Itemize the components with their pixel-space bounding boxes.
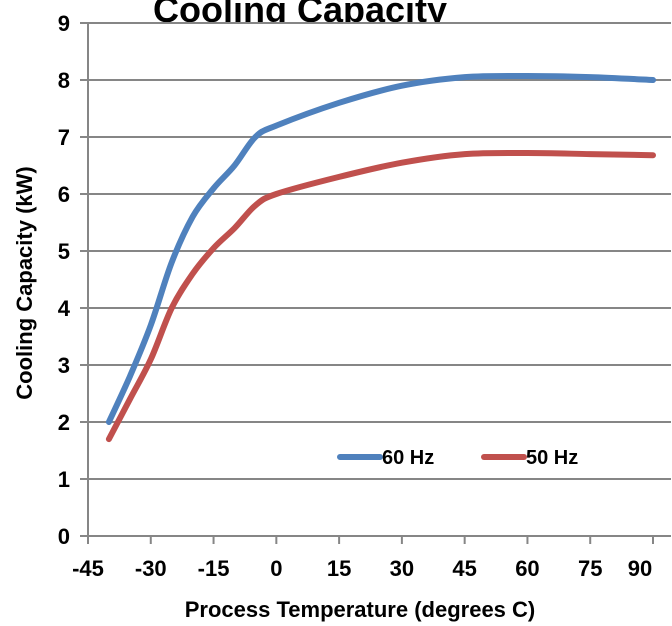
x-tick-label: 75 bbox=[578, 556, 602, 581]
x-tick-label: -15 bbox=[198, 556, 230, 581]
series-lines bbox=[105, 72, 656, 443]
x-tick-label: 15 bbox=[327, 556, 351, 581]
y-tick-label: 7 bbox=[58, 125, 70, 150]
y-tick-label: 9 bbox=[58, 11, 70, 36]
chart-title: Cooling Capacity bbox=[153, 0, 447, 30]
x-tick-label: 0 bbox=[270, 556, 282, 581]
series-line-1 bbox=[105, 72, 656, 425]
y-tick-label: 8 bbox=[58, 68, 70, 93]
y-tick-label: 5 bbox=[58, 239, 70, 264]
x-axis-title: Process Temperature (degrees C) bbox=[185, 597, 536, 622]
axes bbox=[80, 22, 671, 544]
x-tick-label: 45 bbox=[452, 556, 476, 581]
series-line-2 bbox=[105, 149, 656, 443]
x-tick-label: -45 bbox=[72, 556, 104, 581]
y-tick-label: 0 bbox=[58, 524, 70, 549]
x-tick-label: 60 bbox=[515, 556, 539, 581]
y-axis-title: Cooling Capacity (kW) bbox=[12, 166, 37, 399]
x-tick-labels: -45 -30 -15 0 15 30 45 60 75 90 bbox=[72, 556, 652, 581]
y-tick-labels: 0 1 2 3 4 5 6 7 8 9 bbox=[58, 11, 71, 549]
legend-label-1: 60 Hz bbox=[382, 447, 434, 469]
gridlines bbox=[88, 22, 671, 480]
y-tick-label: 6 bbox=[58, 182, 70, 207]
x-tick-label: 90 bbox=[628, 556, 652, 581]
y-tick-label: 3 bbox=[58, 353, 70, 378]
x-tick-label: -30 bbox=[135, 556, 167, 581]
legend-label-2: 50 Hz bbox=[526, 447, 578, 469]
y-tick-label: 2 bbox=[58, 410, 70, 435]
y-tick-label: 1 bbox=[58, 467, 70, 492]
legend: 60 Hz 50 Hz bbox=[337, 447, 578, 469]
y-tick-label: 4 bbox=[58, 296, 71, 321]
x-tick-label: 30 bbox=[390, 556, 414, 581]
